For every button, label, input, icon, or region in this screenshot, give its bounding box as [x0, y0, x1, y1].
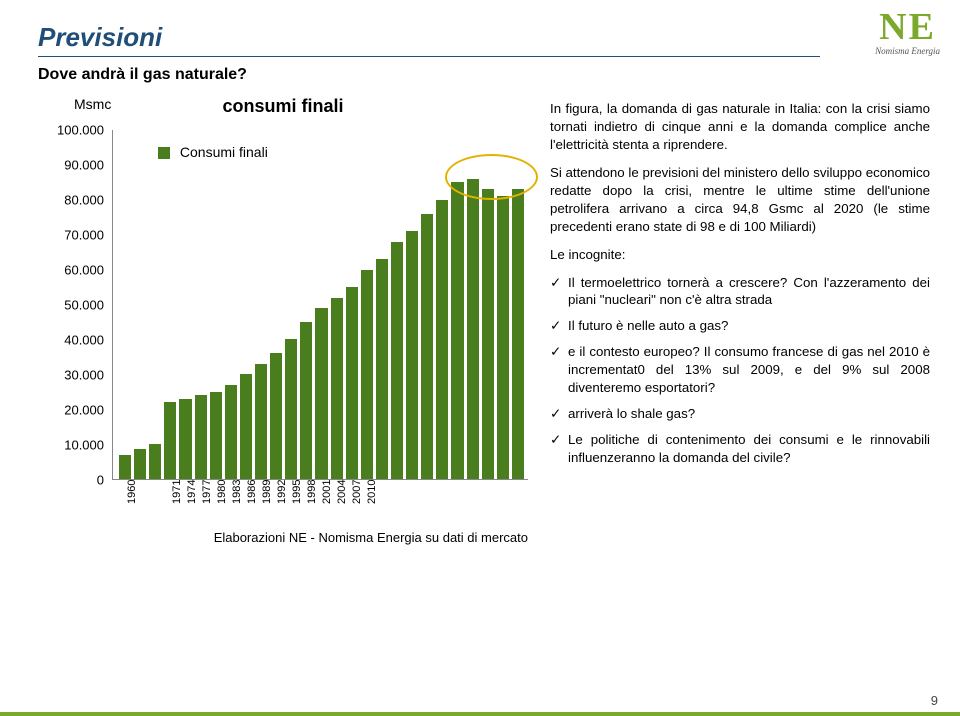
y-tick: 90.000	[38, 158, 104, 173]
bar	[421, 214, 433, 479]
bar	[467, 179, 479, 479]
bar	[497, 196, 509, 479]
bar	[331, 298, 343, 479]
bullet-list: Il termoelettrico tornerà a crescere? Co…	[550, 274, 930, 467]
bar	[255, 364, 267, 479]
x-tick: 1977	[201, 480, 213, 504]
x-tick: 2001	[321, 480, 333, 504]
bar	[406, 231, 418, 479]
bar	[346, 287, 358, 479]
page-number: 9	[931, 693, 938, 708]
y-tick: 60.000	[38, 263, 104, 278]
y-axis-unit: Msmc	[74, 96, 111, 112]
x-tick: 2010	[366, 480, 378, 504]
paragraph-2: Si attendono le previsioni del ministero…	[550, 164, 930, 236]
y-tick: 80.000	[38, 193, 104, 208]
brand-logo: NE Nomisma Energia	[875, 8, 940, 56]
bullet-item: Le politiche di contenimento dei consumi…	[550, 431, 930, 467]
bar	[391, 242, 403, 479]
logo-text: NE	[875, 8, 940, 46]
bar	[285, 339, 297, 479]
footer-bar	[0, 712, 960, 716]
bar	[179, 399, 191, 479]
y-tick: 10.000	[38, 438, 104, 453]
bullet-item: Il termoelettrico tornerà a crescere? Co…	[550, 274, 930, 310]
title-underline	[38, 56, 820, 57]
bar	[225, 385, 237, 479]
chart-source: Elaborazioni NE - Nomisma Energia su dat…	[38, 530, 528, 545]
x-tick: 1980	[216, 480, 228, 504]
bar	[482, 189, 494, 479]
bar	[315, 308, 327, 479]
x-tick: 2004	[336, 480, 348, 504]
x-tick: 1983	[231, 480, 243, 504]
bullet-item: e il contesto europeo? Il consumo france…	[550, 343, 930, 397]
paragraph-1: In figura, la domanda di gas naturale in…	[550, 100, 930, 154]
bar	[361, 270, 373, 479]
x-tick: 1960	[126, 480, 138, 504]
y-tick: 100.000	[38, 123, 104, 138]
bar	[164, 402, 176, 479]
y-axis: 010.00020.00030.00040.00050.00060.00070.…	[38, 130, 108, 480]
y-tick: 40.000	[38, 333, 104, 348]
bar	[451, 182, 463, 479]
bar-chart: consumi finali Msmc Consumi finali 010.0…	[38, 100, 528, 520]
page-subtitle: Dove andrà il gas naturale?	[38, 66, 247, 84]
x-tick: 1995	[291, 480, 303, 504]
x-tick: 1989	[261, 480, 273, 504]
x-tick: 1992	[276, 480, 288, 504]
x-tick: 2007	[351, 480, 363, 504]
text-column: In figura, la domanda di gas naturale in…	[550, 100, 930, 475]
bars-container	[119, 130, 524, 479]
plot-area	[112, 130, 528, 480]
bar	[195, 395, 207, 479]
logo-subtext: Nomisma Energia	[875, 46, 940, 56]
bullet-item: Il futuro è nelle auto a gas?	[550, 317, 930, 335]
bar	[300, 322, 312, 479]
page-title: Previsioni	[38, 22, 162, 53]
x-tick: 1986	[246, 480, 258, 504]
paragraph-3: Le incognite:	[550, 246, 930, 264]
bar	[376, 259, 388, 479]
bullet-item: arriverà lo shale gas?	[550, 405, 930, 423]
bar	[436, 200, 448, 479]
bar	[512, 189, 524, 479]
slide: Previsioni Dove andrà il gas naturale? N…	[0, 0, 960, 716]
x-tick: 1998	[306, 480, 318, 504]
y-tick: 0	[38, 473, 104, 488]
x-axis-labels: 1960 197119741977198019831986198919921995…	[118, 470, 524, 530]
x-tick: 1974	[186, 480, 198, 504]
bar	[270, 353, 282, 479]
chart-title: consumi finali	[38, 96, 528, 117]
bar	[240, 374, 252, 479]
y-tick: 50.000	[38, 298, 104, 313]
x-tick: 1971	[171, 480, 183, 504]
y-tick: 70.000	[38, 228, 104, 243]
y-tick: 20.000	[38, 403, 104, 418]
bar	[210, 392, 222, 479]
y-tick: 30.000	[38, 368, 104, 383]
